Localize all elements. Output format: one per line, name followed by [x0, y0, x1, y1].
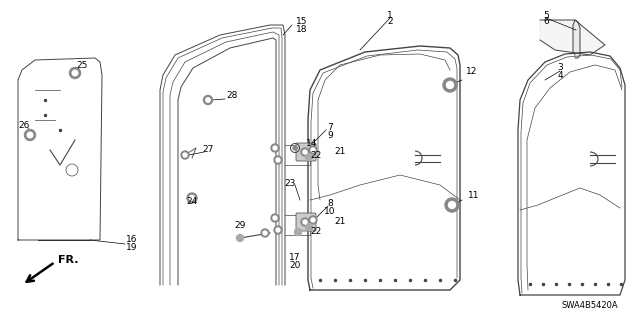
- Circle shape: [309, 146, 317, 154]
- Circle shape: [274, 156, 282, 164]
- Text: 14: 14: [307, 138, 317, 147]
- Circle shape: [445, 198, 459, 212]
- Text: 17: 17: [289, 254, 301, 263]
- Text: 5: 5: [543, 11, 549, 19]
- Text: 21: 21: [334, 147, 346, 157]
- Text: 20: 20: [289, 262, 301, 271]
- Text: 22: 22: [310, 151, 322, 160]
- Text: 23: 23: [284, 179, 296, 188]
- Text: 10: 10: [324, 206, 336, 216]
- Circle shape: [293, 146, 297, 150]
- Text: 2: 2: [387, 18, 393, 26]
- Text: 25: 25: [76, 61, 88, 70]
- Text: 21: 21: [334, 218, 346, 226]
- Text: 12: 12: [467, 68, 477, 77]
- Polygon shape: [573, 20, 580, 58]
- Circle shape: [273, 146, 277, 150]
- Circle shape: [303, 220, 307, 224]
- Circle shape: [443, 78, 457, 92]
- Circle shape: [70, 68, 81, 78]
- Circle shape: [261, 229, 269, 237]
- Text: 6: 6: [543, 18, 549, 26]
- Text: FR.: FR.: [58, 255, 79, 265]
- Text: 3: 3: [557, 63, 563, 72]
- Circle shape: [72, 70, 78, 76]
- Text: 24: 24: [186, 197, 198, 206]
- Circle shape: [276, 158, 280, 162]
- Text: 16: 16: [126, 235, 138, 244]
- Circle shape: [189, 196, 195, 201]
- Circle shape: [305, 153, 312, 160]
- Polygon shape: [540, 20, 605, 55]
- Circle shape: [273, 216, 277, 220]
- Text: 7: 7: [327, 123, 333, 132]
- Text: 15: 15: [296, 18, 308, 26]
- Circle shape: [447, 81, 454, 88]
- Circle shape: [301, 148, 309, 156]
- Text: 26: 26: [19, 122, 29, 130]
- Text: 9: 9: [327, 131, 333, 140]
- Circle shape: [294, 228, 301, 235]
- Circle shape: [27, 132, 33, 138]
- Circle shape: [206, 98, 210, 102]
- Circle shape: [311, 148, 315, 152]
- Text: 4: 4: [557, 70, 563, 79]
- Circle shape: [237, 234, 243, 241]
- Text: 28: 28: [227, 92, 237, 100]
- Circle shape: [24, 130, 35, 140]
- Circle shape: [263, 231, 267, 235]
- Text: 29: 29: [234, 221, 246, 231]
- FancyBboxPatch shape: [296, 213, 316, 231]
- Circle shape: [303, 150, 307, 154]
- Text: 22: 22: [310, 227, 322, 236]
- Circle shape: [311, 218, 315, 222]
- Text: SWA4B5420A: SWA4B5420A: [562, 300, 618, 309]
- Text: 27: 27: [202, 145, 214, 154]
- Circle shape: [274, 226, 282, 234]
- Text: 19: 19: [126, 243, 138, 253]
- Circle shape: [187, 193, 197, 203]
- Circle shape: [276, 228, 280, 232]
- Circle shape: [301, 218, 309, 226]
- Circle shape: [449, 202, 456, 209]
- Circle shape: [181, 151, 189, 159]
- Text: 1: 1: [387, 11, 393, 19]
- Text: 18: 18: [296, 25, 308, 33]
- Circle shape: [309, 216, 317, 224]
- Circle shape: [305, 224, 312, 231]
- Circle shape: [183, 153, 187, 157]
- Text: 11: 11: [468, 190, 480, 199]
- FancyBboxPatch shape: [296, 143, 316, 161]
- Circle shape: [271, 144, 279, 152]
- Circle shape: [271, 214, 279, 222]
- Text: 8: 8: [327, 198, 333, 207]
- Circle shape: [204, 95, 212, 105]
